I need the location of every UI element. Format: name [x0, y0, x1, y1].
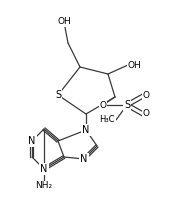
Text: S: S: [55, 90, 61, 100]
Text: N: N: [28, 136, 36, 146]
Text: N: N: [80, 154, 88, 164]
Text: O: O: [143, 92, 150, 101]
Text: O: O: [143, 110, 150, 119]
Text: H₃C: H₃C: [100, 116, 115, 125]
Text: N: N: [40, 164, 48, 174]
Text: OH: OH: [128, 60, 142, 70]
Text: S: S: [124, 100, 130, 110]
Text: NH₂: NH₂: [36, 181, 53, 190]
Text: N: N: [82, 125, 90, 135]
Text: OH: OH: [57, 18, 71, 27]
Text: O: O: [100, 101, 107, 110]
